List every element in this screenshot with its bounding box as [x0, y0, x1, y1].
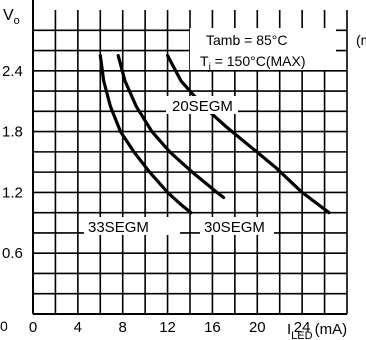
x-tick-label: 16: [204, 319, 221, 336]
x-tick-label: 8: [119, 319, 127, 336]
y-tick-label: 1.2: [2, 184, 23, 201]
series-label-20segm: 20SEGM: [172, 98, 233, 115]
y-tick-label: 2.4: [2, 63, 23, 80]
series-line-33segm: [98, 54, 193, 215]
series-label-30segm: 30SEGM: [204, 219, 265, 236]
plot-frame: [32, 0, 348, 315]
y-tick-label: 0.6: [2, 245, 23, 262]
x-axis-title: ILED (mA): [287, 321, 347, 340]
x-tick-label: 4: [74, 319, 82, 336]
x-tick-label: 24: [294, 319, 311, 336]
series-label-33segm: 33SEGM: [88, 219, 149, 236]
series-line-20segm: [166, 54, 331, 215]
y-axis-title: Vo: [3, 7, 20, 27]
series-curves: [98, 54, 331, 215]
label-bg-30segm: [200, 217, 274, 235]
x-tick-label: 0: [29, 319, 37, 336]
partial-unit-label: (m: [356, 32, 366, 48]
y-tick-label: 1.8: [2, 124, 23, 141]
label-bg-20segm: [166, 96, 238, 114]
conditions-box-background: [190, 28, 336, 70]
x-tick-label: 12: [159, 319, 176, 336]
conditions-box: Tamb = 85°C Tj = 150°C(MAX): [190, 28, 336, 73]
condition-tamb: Tamb = 85°C: [206, 32, 287, 48]
label-bg-33segm: [84, 217, 180, 235]
tick-labels: 0.6 1.2 1.8 2.4 0 4 8 12 16 20 24: [2, 63, 310, 336]
x-tick-label: 20: [249, 319, 266, 336]
partial-left-label: 0: [0, 318, 8, 334]
series-line-30segm: [116, 54, 226, 200]
condition-tj: Tj = 150°C(MAX): [200, 53, 305, 73]
